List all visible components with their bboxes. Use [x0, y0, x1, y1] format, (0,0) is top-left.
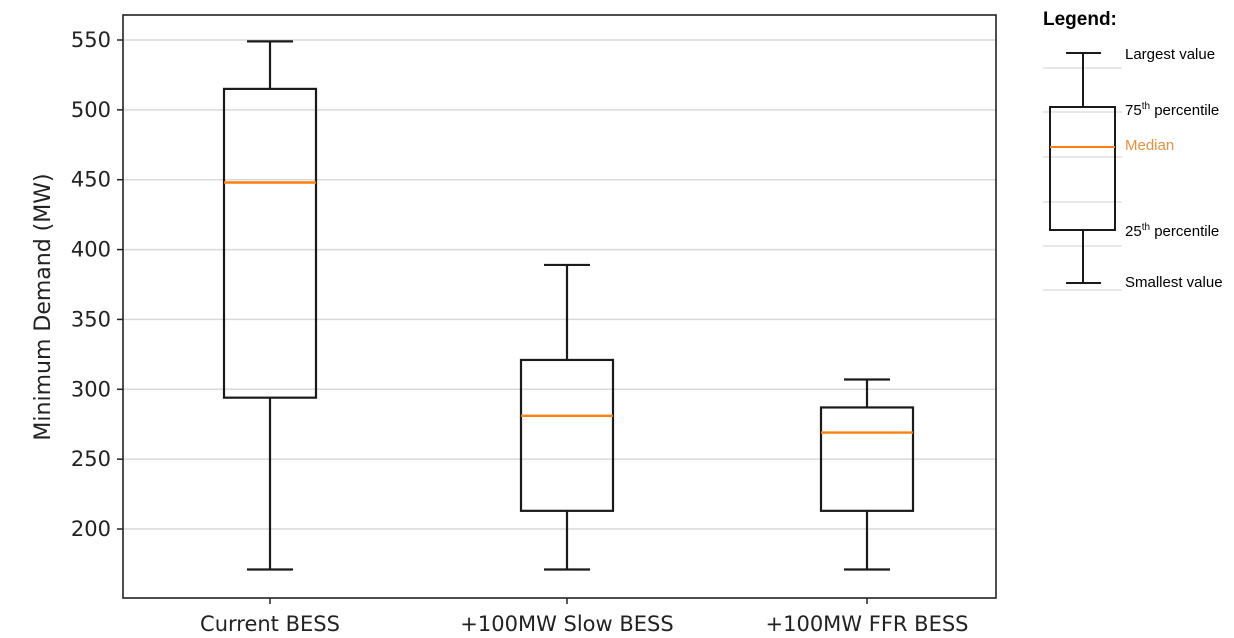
y-tick-label: 250 — [71, 447, 111, 471]
boxes — [222, 40, 915, 571]
legend-q3-label: 75th percentile — [1125, 101, 1219, 119]
y-tick-label: 200 — [71, 517, 111, 541]
legend-median-label: Median — [1125, 137, 1174, 154]
y-tick-label: 500 — [71, 98, 111, 122]
x-tick-label: +100MW Slow BESS — [460, 612, 673, 636]
legend-q1-label: 25th percentile — [1125, 222, 1219, 240]
x-tick-label: +100MW FFR BESS — [766, 612, 969, 636]
plot-frame — [122, 14, 997, 599]
y-tick-label: 400 — [71, 238, 111, 262]
legend: Legend: Largest value 75th percentile Me… — [1043, 9, 1223, 291]
y-tick-label: 550 — [71, 28, 111, 52]
box-2 — [519, 263, 615, 571]
box-1 — [222, 40, 318, 571]
x-tick-label: Current BESS — [200, 612, 340, 636]
iqr-box — [222, 87, 318, 399]
box-3 — [819, 378, 915, 571]
legend-box — [1049, 106, 1116, 231]
y-tick-label: 350 — [71, 307, 111, 331]
iqr-box — [519, 358, 615, 512]
y-axis-ticks: 200 250 300 350 400 450 500 550 — [71, 28, 123, 541]
legend-smallest-label: Smallest value — [1125, 274, 1223, 291]
x-axis-ticks: Current BESS +100MW Slow BESS +100MW FFR B… — [200, 598, 969, 636]
y-tick-label: 300 — [71, 377, 111, 401]
legend-largest-label: Largest value — [1125, 46, 1215, 63]
iqr-box — [819, 406, 915, 512]
gridlines — [123, 39, 996, 530]
legend-title: Legend: — [1043, 9, 1117, 30]
y-tick-label: 450 — [71, 168, 111, 192]
y-axis-label: Minimum Demand (MW) — [31, 173, 56, 440]
